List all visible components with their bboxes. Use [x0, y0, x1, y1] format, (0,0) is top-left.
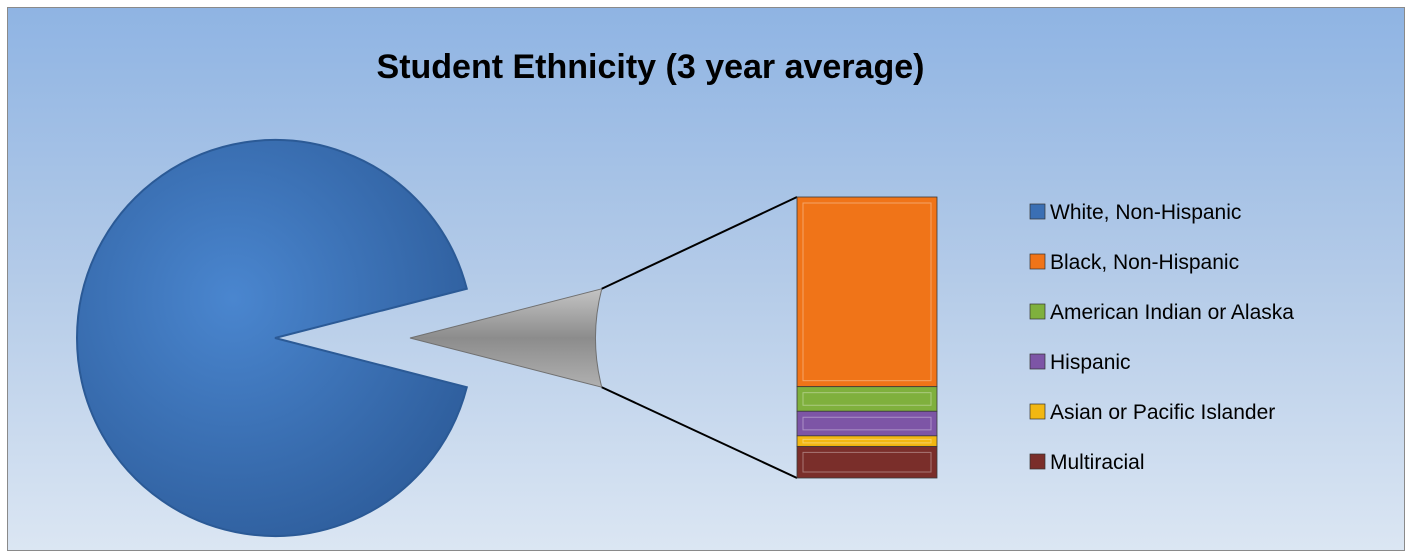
bar-segment-multiracial [796, 445, 938, 479]
bar-segment-black-non-hispanic [796, 196, 938, 388]
legend-label-5: Multiracial [1050, 451, 1145, 474]
legend-swatch-0 [1029, 203, 1046, 220]
bar-segment-american-indian-or-alaska [796, 386, 938, 412]
pie-slice-other [409, 288, 603, 388]
connector-lines [601, 196, 798, 479]
legend-swatch-3 [1029, 353, 1046, 370]
legend-swatch-5 [1029, 453, 1046, 470]
connector-line-top [601, 196, 798, 290]
legend-swatch-1 [1029, 253, 1046, 270]
bar-segment-bevel [802, 451, 932, 473]
connector-line-bottom [601, 386, 798, 479]
legend-label-3: Hispanic [1050, 351, 1131, 374]
bar-segment-asian-or-pacific-islander [796, 435, 938, 447]
bar-segment-bevel [802, 392, 932, 406]
legend: White, Non-Hispanic Black, Non-Hispanic Am… [1029, 201, 1294, 474]
chart-title: Student Ethnicity (3 year average) [376, 48, 925, 86]
bar-segment-bevel [802, 416, 932, 431]
stacked-bar-group [796, 196, 938, 479]
legend-label-4: Asian or Pacific Islander [1050, 401, 1275, 424]
pie-slice-white-non-hispanic [76, 139, 468, 537]
legend-label-0: White, Non-Hispanic [1050, 201, 1241, 224]
bar-segment-hispanic [796, 410, 938, 437]
legend-label-2: American Indian or Alaska [1050, 301, 1294, 324]
legend-swatch-4 [1029, 403, 1046, 420]
pie-group [76, 139, 603, 537]
legend-swatch-2 [1029, 303, 1046, 320]
legend-label-1: Black, Non-Hispanic [1050, 251, 1239, 274]
bar-segment-bevel [802, 202, 932, 382]
bar-segment-bevel [802, 438, 932, 444]
